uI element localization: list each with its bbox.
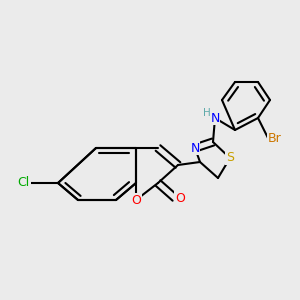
Text: H: H [203, 108, 211, 118]
Text: N: N [190, 142, 200, 154]
Text: Br: Br [268, 131, 282, 145]
Text: N: N [210, 112, 220, 124]
Text: O: O [131, 194, 141, 206]
Text: O: O [175, 191, 185, 205]
Text: Cl: Cl [18, 176, 30, 190]
Text: S: S [226, 152, 234, 164]
